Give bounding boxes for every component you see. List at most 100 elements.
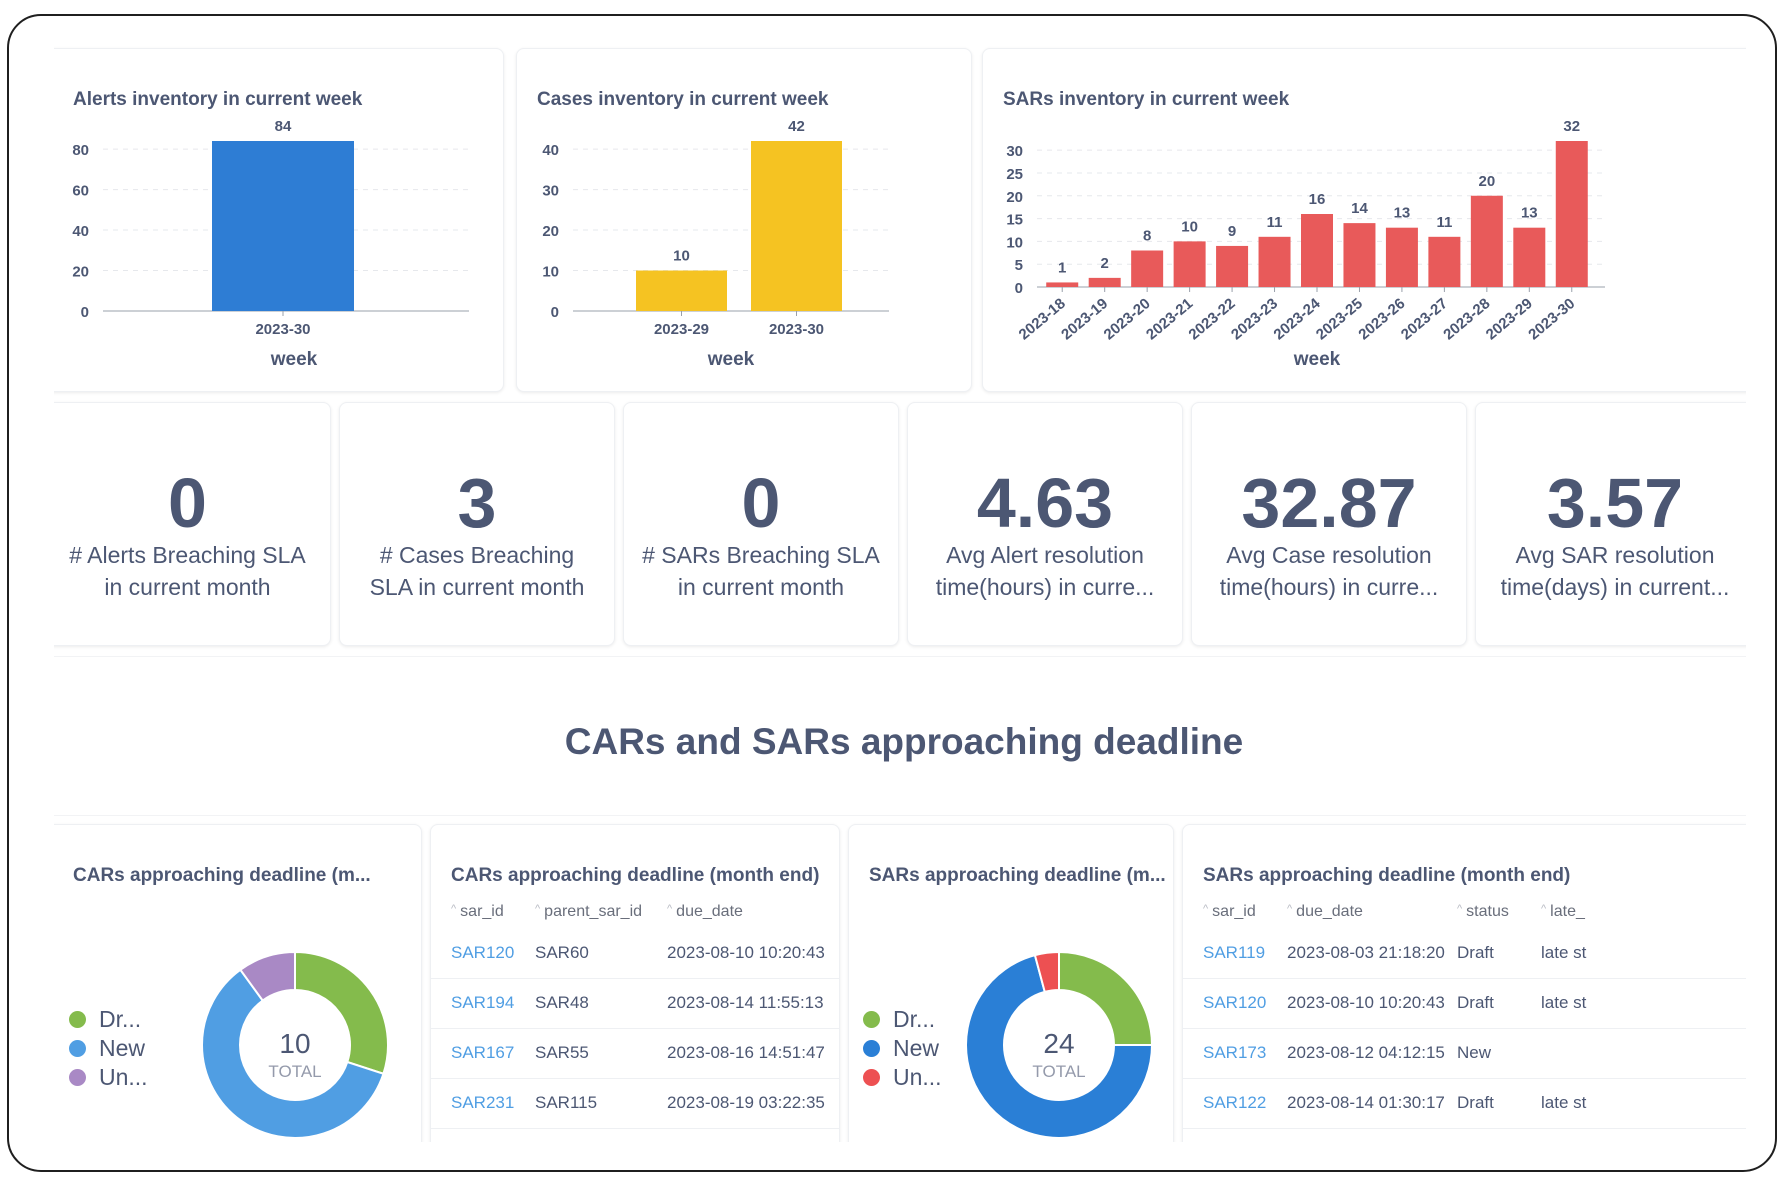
column-header-parent-sar-id[interactable]: ^ parent_sar_id [535,903,643,920]
cases-inventory-title[interactable]: Cases inventory in current week [537,89,829,110]
legend-item-new[interactable]: New [863,1034,942,1063]
legend-item-new[interactable]: New [69,1034,148,1063]
donut-slice [1058,950,1154,1046]
bar [1385,227,1418,287]
scalar-label[interactable]: # SARs Breaching SLA in current month [642,542,880,600]
donut-total-label: TOTAL [1032,1062,1085,1081]
table-row[interactable]: SAR194 SAR48 2023-08-14 11:55:13 [431,979,839,1029]
x-tick-label: 2023-21 [1143,295,1196,343]
sar-id-link[interactable]: SAR119 [1203,943,1266,962]
legend-item-draft[interactable]: Dr... [69,1005,148,1034]
legend-label: New [893,1035,940,1061]
donut-slice [294,950,389,1075]
sar-id-link[interactable]: SAR122 [1203,1093,1267,1112]
scalar-label[interactable]: # Cases Breaching SLA in current month [369,542,585,600]
sars-donut-chart: 24 TOTAL [965,950,1154,1139]
sar-id-link[interactable]: SAR120 [451,943,515,962]
column-header-sar-id[interactable]: ^ sar_id [451,903,504,920]
sars-table-card: SARs approaching deadline (month end) ^ s… [1182,824,1746,1142]
column-header-due-date[interactable]: ^ due_date [1287,903,1363,920]
y-tick-label: 0 [81,304,89,321]
scalar-card-avg-sar: 3.57 Avg SAR resolution time(days) in cu… [1475,402,1746,646]
column-header-sar-id[interactable]: ^ sar_id [1203,903,1256,920]
table-header: ^ sar_id ^ parent_sar_id ^ due_date [431,897,839,929]
bar [1428,236,1461,287]
sars-donut-card: SARs approaching deadline (m... Dr... Ne… [848,824,1174,1142]
bar-value-label: 42 [788,118,805,135]
bar [1301,214,1333,287]
table-cell: SAR115 [535,1093,598,1112]
sars-table: ^ sar_id ^ due_date ^ status ^ late_ SAR119 2… [1183,897,1746,1142]
scalar-card-sars-sla: 0 # SARs Breaching SLA in current month [623,402,899,646]
bar [212,141,354,311]
table-cell: SAR60 [535,943,589,962]
legend-dot [69,1040,86,1057]
bar-value-label: 13 [1521,205,1538,222]
cars-donut-title[interactable]: CARs approaching deadline (m... [73,865,371,886]
scalar-label[interactable]: Avg Alert resolution time(hours) in curr… [935,542,1155,600]
table-row[interactable]: SAR231 SAR115 2023-08-19 03:22:35 [431,1079,839,1129]
cars-donut-chart: 10 TOTAL [201,950,389,1139]
sar-id-link[interactable]: SAR167 [451,1043,515,1062]
table-cell: late st [1541,993,1587,1012]
column-header-status[interactable]: ^ status [1457,903,1509,920]
sars-inventory-title[interactable]: SARs inventory in current week [1003,89,1290,110]
bar [751,141,842,311]
table-row[interactable]: SAR122 2023-08-14 01:30:17 Draft late st [1183,1079,1746,1129]
y-tick-label: 30 [1006,143,1023,160]
table-row[interactable]: SAR167 SAR55 2023-08-16 14:51:47 [431,1029,839,1079]
sars-inventory-card: SARs inventory in current week 0 5 10 15 20 2… [982,48,1746,392]
bar-value-label: 11 [1436,214,1452,231]
scalar-label[interactable]: Avg Case resolution time(hours) in curre… [1219,542,1439,600]
table-cell: 2023-08-10 10:20:43 [1287,993,1445,1012]
scalar-value: 0 [168,464,207,542]
bar-value-label: 8 [1143,228,1151,245]
column-header-late[interactable]: ^ late_ [1541,903,1585,920]
table-cell: Draft [1457,993,1494,1012]
x-tick-label: 2023-20 [1101,295,1154,343]
cars-table-title[interactable]: CARs approaching deadline (month end) [451,865,820,886]
y-tick-label: 60 [72,183,89,200]
bar-value-label: 9 [1228,223,1236,240]
cars-donut-card: CARs approaching deadline (m... Dr... Ne… [54,824,422,1142]
table-row[interactable]: SAR120 2023-08-10 10:20:43 Draft late st [1183,979,1746,1029]
table-row[interactable]: SAR119 2023-08-03 21:18:20 Draft late st [1183,929,1746,979]
legend-item-draft[interactable]: Dr... [863,1005,942,1034]
scalar-label[interactable]: Avg SAR resolution time(days) in current… [1500,542,1730,600]
legend-item-unknown[interactable]: Un... [863,1063,942,1092]
x-tick-label: 2023-28 [1440,295,1493,343]
alerts-inventory-card: Alerts inventory in current week 0 20 40 60… [54,48,504,392]
donut-total-value: 10 [279,1028,310,1059]
bar-value-label: 13 [1394,205,1411,222]
table-cell: New [1457,1043,1492,1062]
sars-donut-title[interactable]: SARs approaching deadline (m... [869,865,1166,886]
table-cell: late st [1541,1093,1587,1112]
sar-id-link[interactable]: SAR120 [1203,993,1267,1012]
y-tick-label: 15 [1006,212,1023,229]
bar [1216,245,1249,287]
legend-dot [863,1040,880,1057]
table-row[interactable]: SAR1942023-08-14 11:55:13New [1183,1129,1746,1142]
alerts-inventory-title[interactable]: Alerts inventory in current week [73,89,363,110]
table-row[interactable]: SAR120 SAR60 2023-08-10 10:20:43 [431,929,839,979]
sar-id-link[interactable]: SAR231 [451,1093,515,1112]
sar-id-link[interactable]: SAR194 [451,993,515,1012]
y-tick-label: 10 [542,264,559,281]
legend-item-unknown[interactable]: Un... [69,1063,148,1092]
scalar-label[interactable]: # Alerts Breaching SLA in current month [69,542,306,600]
column-header-due-date[interactable]: ^ due_date [667,903,743,920]
cases-inventory-card: Cases inventory in current week 0 10 20 30 4… [516,48,972,392]
y-tick-label: 80 [72,142,89,159]
sar-id-link[interactable]: SAR173 [1203,1043,1267,1062]
cars-table: ^ sar_id ^ parent_sar_id ^ due_date SAR120 S… [431,897,839,1142]
cars-donut-legend: Dr... New Un... [69,1005,148,1092]
table-row[interactable]: SAR173 2023-08-12 04:12:15 New [1183,1029,1746,1079]
y-tick-label: 40 [542,142,559,159]
y-tick-label: 40 [72,223,89,240]
table-row[interactable]: SAR228SAR1142023-08-23 10:59:39 [431,1129,839,1142]
alerts-bar-chart: 0 20 40 60 80 84 2023-30 week [72,118,469,370]
bar [1131,250,1164,287]
sars-table-title[interactable]: SARs approaching deadline (month end) [1203,865,1571,886]
donut-slice [201,968,385,1139]
legend-dot [69,1069,86,1086]
